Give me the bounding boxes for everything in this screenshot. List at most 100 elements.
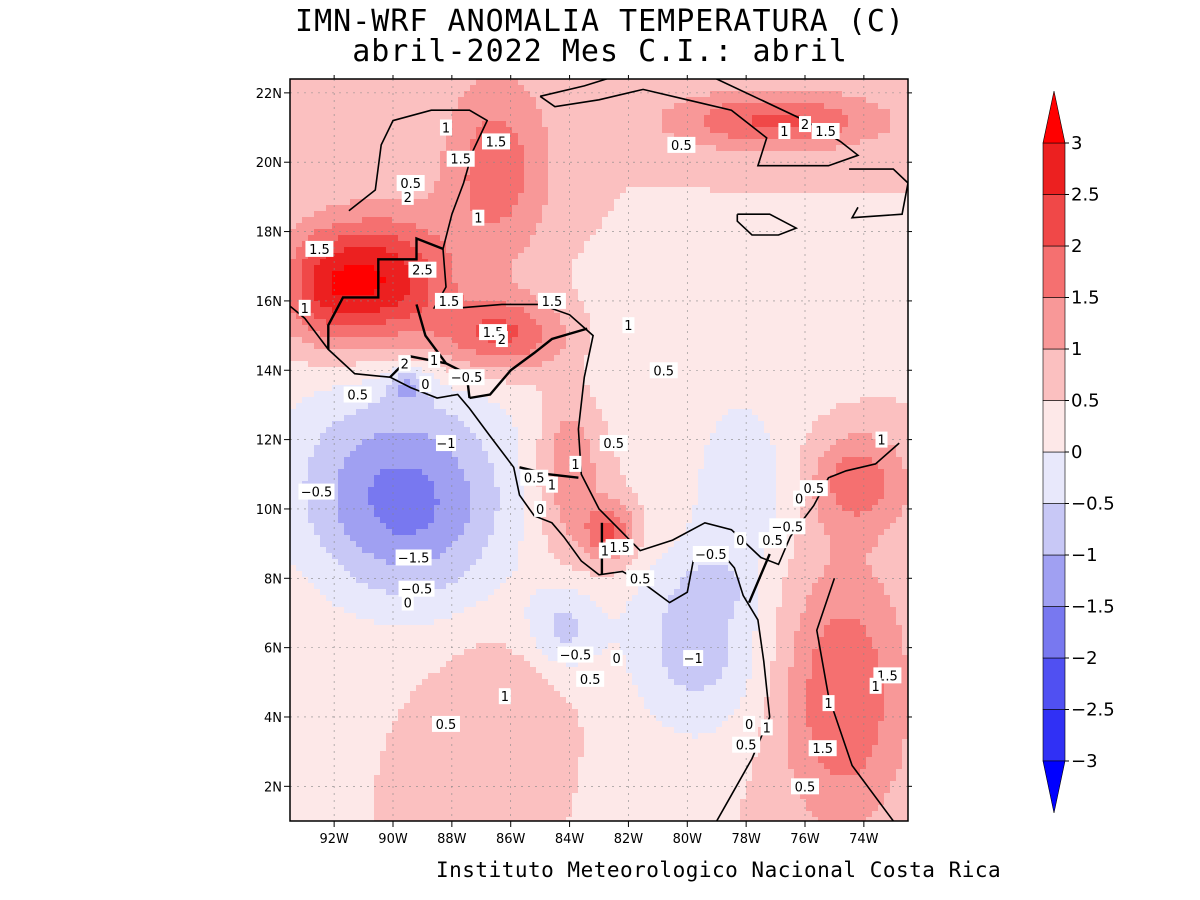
contour-label: 1 [298,299,311,317]
contour-label: 0 [743,715,756,733]
latitude-tick-label: 14N [256,364,282,379]
contour-label: 1 [472,209,485,227]
colorbar-tick-label: −0.5 [1071,494,1115,515]
longitude-tick-label: 90W [378,832,408,847]
colorbar-min-arrow [1042,760,1066,814]
latitude-tick-label: 18N [256,226,282,241]
contour-label: 1 [869,677,882,695]
contour-label: −0.5 [692,546,729,563]
contour-label: 1 [622,317,635,334]
contour-label: 1.5 [808,740,837,757]
latitude-tick-label: 6N [264,642,282,657]
colorbar-tick-label: 2 [1071,236,1082,257]
colorbar-tick-label: −1 [1071,545,1098,566]
contour-label: 1 [569,455,582,473]
contour-label: 1.5 [811,123,840,140]
country-borders [290,79,908,821]
contour-label: 1 [778,123,791,140]
map-title: IMN-WRF ANOMALIA TEMPERATURA (C) [295,4,905,39]
contour-label: 1.5 [434,292,463,310]
longitude-tick-label: 78W [731,832,761,847]
contour-label: 1 [439,119,452,137]
contour-label: −0.5 [398,580,435,598]
contour-label: −0.5 [298,483,335,501]
latitude-tick-label: 4N [264,711,282,726]
colorbar-tick-label: 2.5 [1071,185,1100,206]
colorbar-max-arrow [1042,90,1066,144]
colorbar-swatch [1042,142,1066,195]
contour-label: 1.5 [482,133,510,150]
colorbar: −3 −2.5 −2 −1.5 −1 −0.5 0 0.5 1 1.5 2 2.5 3 [1042,90,1115,814]
contour-label: 1 [822,695,835,712]
contour-label: −1 [435,435,456,452]
colorbar-tick-label: 0.5 [1071,391,1100,412]
colorbar-swatch [1042,400,1066,453]
latitude-tick-label: 22N [256,87,282,102]
map-subtitle: abril-2022 Mes C.I.: abril [352,34,848,69]
longitude-tick-label: 88W [437,832,467,847]
contour-label: 0.5 [396,175,425,192]
contour-label: 0 [419,376,432,393]
latitude-tick-label: 20N [256,156,282,171]
colorbar-tick-label: −2.5 [1071,700,1115,721]
colorbar-swatch [1042,194,1066,247]
colorbar-swatch [1042,245,1066,298]
latitude-axis: 2N 4N 6N 8N 10N 12N 14N 16N 18N 20N 22N [256,87,912,795]
contour-label: 1.5 [446,150,475,168]
contour-label: 0.5 [799,480,828,497]
anomaly-field [290,79,908,821]
longitude-tick-label: 84W [555,832,585,847]
contour-label: 0 [401,594,414,612]
longitude-tick-label: 80W [673,832,703,847]
contour-label: 0.5 [758,532,787,549]
contour-label: 2 [398,355,411,372]
colorbar-swatch [1042,297,1066,350]
colorbar-swatch [1042,657,1066,710]
colorbar-swatch [1042,451,1066,504]
longitude-tick-label: 92W [319,832,349,847]
contour-label: 2 [495,331,508,348]
latitude-tick-label: 8N [264,572,282,587]
contour-label: −0.5 [448,369,485,386]
contour-label: 1 [545,476,558,494]
contour-label: 0 [534,500,547,518]
contour-label: 0.5 [431,715,460,733]
map-frame [289,78,909,822]
colorbar-swatch [1042,606,1066,659]
longitude-tick-label: 76W [790,832,820,847]
contour-label: 1 [598,542,611,560]
colorbar-swatch [1042,348,1066,401]
contour-label: 2 [799,116,811,133]
colorbar-tick-label: 0 [1071,442,1082,463]
contour-label: −0.5 [557,646,594,664]
latitude-tick-label: 10N [256,503,282,518]
contour-label: 0.5 [791,778,819,795]
colorbar-tick-label: 1 [1071,339,1082,360]
contour-label: −1 [683,650,704,667]
contour-label: 0 [793,490,806,508]
contour-label: 1 [875,431,888,449]
colorbar-swatch [1042,709,1066,762]
contour-label: −1.5 [395,549,432,566]
contour-label: 2 [401,188,414,206]
contour-label: 0.5 [667,136,696,154]
contour-label: 0.5 [599,435,628,452]
latitude-tick-label: 16N [256,295,282,310]
contour-label: 0 [610,650,623,667]
contour-label: 0.5 [649,362,678,379]
contour-label: 2.5 [408,261,437,279]
colorbar-tick-label: −1.5 [1071,597,1115,618]
institution-credit: Instituto Meteorologico Nacional Costa R… [436,858,1002,882]
contour-label: 1 [428,351,441,369]
colorbar-tick-label: 3 [1071,133,1082,154]
colorbar-tick-label: −2 [1071,648,1098,669]
longitude-tick-label: 74W [849,832,879,847]
longitude-tick-label: 82W [614,832,644,847]
contour-label: 0.5 [732,736,761,754]
contour-label: −0.5 [769,518,806,535]
contour-label: 1.5 [305,240,334,258]
contour-label: 1.5 [537,292,566,310]
